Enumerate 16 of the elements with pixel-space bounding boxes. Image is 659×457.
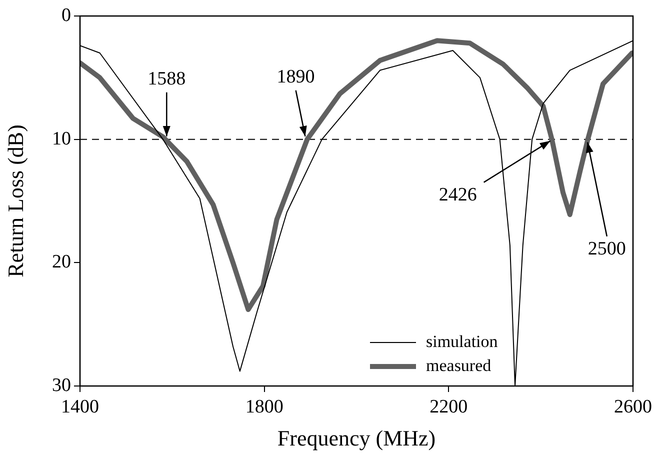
legend-label: measured <box>426 356 492 376</box>
x-tick-label: 2200 <box>430 396 468 418</box>
x-tick-label: 1400 <box>61 396 99 418</box>
y-tick-label: 0 <box>62 4 71 26</box>
legend-label: simulation <box>426 332 498 352</box>
x-tick-label: 2600 <box>614 396 652 418</box>
y-axis-title: Return Loss (dB) <box>2 124 28 278</box>
y-tick-label: 30 <box>52 374 71 396</box>
annotation: 2500 <box>588 238 626 260</box>
annotation: 2426 <box>438 184 477 206</box>
y-tick-label: 20 <box>52 252 71 273</box>
x-axis-title: Frequency (MHz) <box>277 426 436 451</box>
annotation: 1588 <box>148 68 186 90</box>
x-tick-label: 1800 <box>245 396 284 418</box>
y-tick-label: 10 <box>52 128 71 150</box>
annotation: 1890 <box>276 66 315 88</box>
